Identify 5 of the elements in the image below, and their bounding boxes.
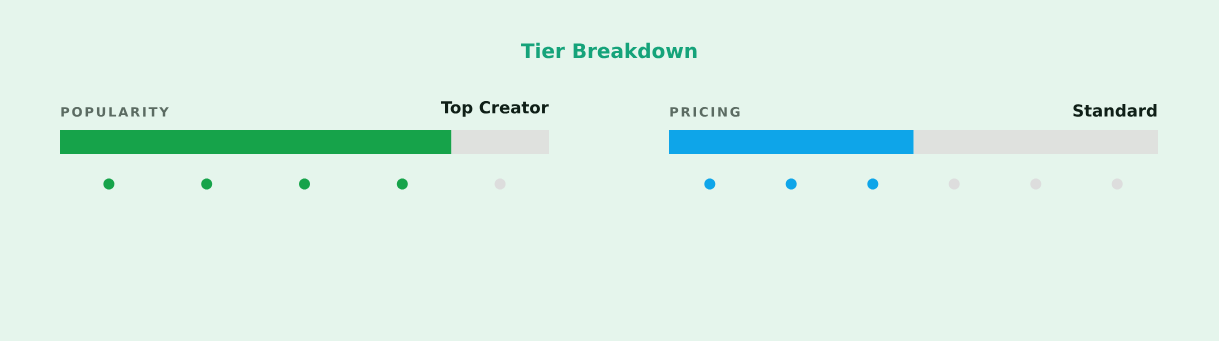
- chart-subtitle: PRICING: [670, 106, 740, 117]
- text: Top Creator: [441, 101, 549, 117]
- text: Standard: [1073, 104, 1157, 117]
- text: Tier Breakdown: [521, 42, 697, 59]
- chart-subtitle: POPULARITY: [61, 106, 169, 117]
